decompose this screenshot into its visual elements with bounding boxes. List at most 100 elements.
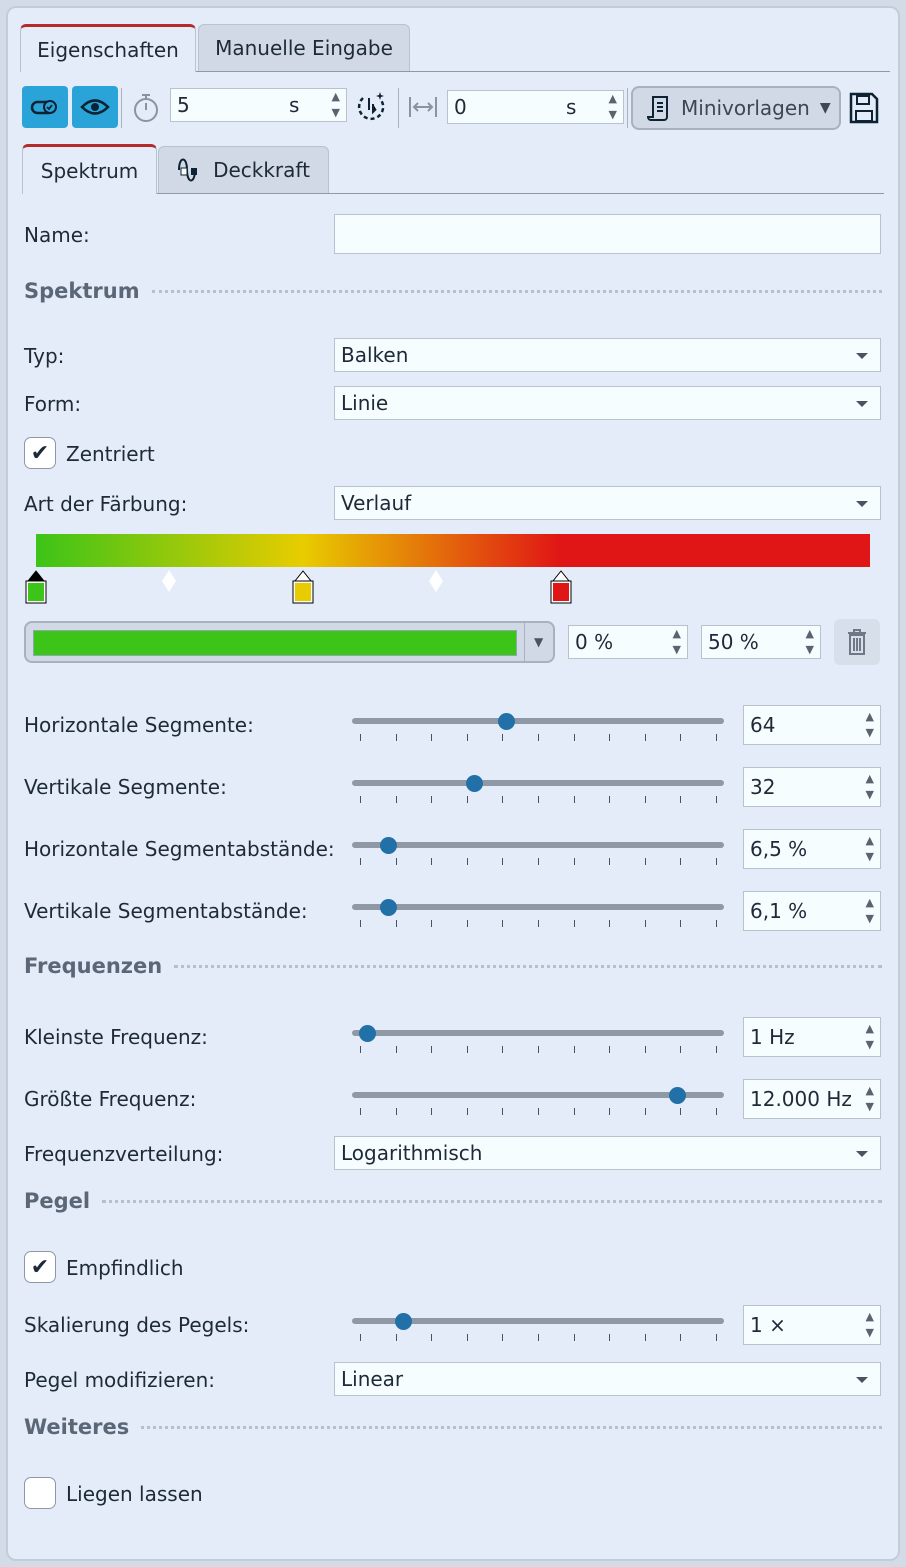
empfindlich-checkbox[interactable]: ✔	[24, 1251, 56, 1283]
stop-blend-input[interactable]: 50 % ▲ ▼	[701, 625, 821, 659]
offset-unit: s	[566, 95, 577, 119]
stopwatch-icon	[134, 94, 158, 122]
toolbar-separator	[627, 88, 628, 128]
slider[interactable]	[352, 829, 724, 869]
minivorlagen-label: Minivorlagen	[681, 96, 810, 120]
selected-color-swatch	[33, 630, 517, 656]
tab-label: Eigenschaften	[37, 37, 179, 62]
slider-value: 1 ×	[750, 1313, 786, 1337]
slider-thumb[interactable]	[359, 1025, 377, 1042]
section-frequenzen: Frequenzen	[24, 954, 882, 978]
stop-blend-value: 50 %	[708, 630, 759, 654]
slider-track[interactable]	[352, 1318, 724, 1324]
duration-unit: s	[289, 93, 300, 117]
slider-value-input[interactable]: 6,5 % ▲ ▼	[743, 829, 881, 869]
slider-thumb[interactable]	[497, 713, 515, 730]
visibility-button[interactable]	[72, 86, 118, 128]
tab-deckkraft[interactable]: Deckkraft	[158, 146, 329, 193]
stop-position-value: 0 %	[575, 630, 614, 654]
zentriert-label: Zentriert	[66, 442, 155, 466]
animation-timing-icon[interactable]	[355, 90, 389, 124]
stop-position-input[interactable]: 0 % ▲ ▼	[568, 625, 688, 659]
frequenzverteilung-label: Frequenzverteilung:	[24, 1142, 224, 1166]
form-label: Form:	[24, 392, 82, 416]
name-input[interactable]	[334, 214, 881, 254]
slider-label: Horizontale Segmente:	[24, 713, 254, 737]
offset-input[interactable]: 0 s ▲ ▼	[447, 90, 624, 124]
gradient-stop-marker[interactable]	[549, 570, 573, 604]
trash-icon	[848, 629, 866, 655]
slider-thumb[interactable]	[380, 837, 398, 854]
gradient-stop-marker[interactable]	[24, 570, 48, 604]
slider-track[interactable]	[352, 718, 724, 724]
slider-thumb[interactable]	[668, 1087, 686, 1104]
save-icon[interactable]	[849, 92, 879, 124]
minivorlagen-button[interactable]: Minivorlagen ▼	[631, 86, 841, 130]
slider-track[interactable]	[352, 1030, 724, 1036]
pegel-mod-select[interactable]: Linear	[334, 1362, 881, 1396]
duration-value: 5	[177, 93, 190, 117]
slider[interactable]	[352, 767, 724, 807]
slider[interactable]	[352, 1305, 724, 1345]
tab-label: Deckkraft	[213, 158, 310, 182]
chevron-down-icon	[856, 401, 868, 407]
duration-input[interactable]: 5 s ▲ ▼	[170, 88, 347, 122]
chevron-down-icon: ▼	[819, 100, 831, 116]
slider-track[interactable]	[352, 904, 724, 910]
link-toggle-button[interactable]	[22, 86, 68, 128]
slider-track[interactable]	[352, 1092, 724, 1098]
tab-spektrum[interactable]: Spektrum	[22, 144, 157, 194]
gradient-midpoint-marker[interactable]	[161, 570, 177, 592]
offset-spinner[interactable]: ▲ ▼	[608, 92, 617, 121]
slider-label: Kleinste Frequenz:	[24, 1025, 208, 1049]
tab-eigenschaften[interactable]: Eigenschaften	[20, 24, 196, 72]
slider[interactable]	[352, 1017, 724, 1057]
duration-spinner[interactable]: ▲ ▼	[331, 90, 340, 119]
slider-value-input[interactable]: 1 × ▲ ▼	[743, 1305, 881, 1345]
slider[interactable]	[352, 705, 724, 745]
gradient-preview[interactable]	[36, 534, 870, 567]
slider-value: 32	[750, 775, 776, 799]
slider-thumb[interactable]	[380, 899, 398, 916]
gradient-stops	[25, 570, 870, 606]
slider-value: 1 Hz	[750, 1025, 795, 1049]
checkmark-icon: ✔	[30, 1254, 50, 1280]
delete-stop-button[interactable]	[834, 619, 880, 665]
faerbung-select[interactable]: Verlauf	[334, 486, 881, 520]
pegel-mod-label: Pegel modifizieren:	[24, 1368, 215, 1392]
slider-label: Größte Frequenz:	[24, 1087, 197, 1111]
slider-value-input[interactable]: 64 ▲ ▼	[743, 705, 881, 745]
chevron-down-icon	[856, 1377, 868, 1383]
slider-track[interactable]	[352, 780, 724, 786]
slider-value-input[interactable]: 1 Hz ▲ ▼	[743, 1017, 881, 1057]
tab-manuelle-eingabe[interactable]: Manuelle Eingabe	[198, 24, 410, 71]
chevron-down-icon	[856, 1151, 868, 1157]
slider-track[interactable]	[352, 842, 724, 848]
slider-value-input[interactable]: 32 ▲ ▼	[743, 767, 881, 807]
gradient-midpoint-marker[interactable]	[428, 570, 444, 592]
faerbung-value: Verlauf	[341, 491, 412, 515]
slider-label: Skalierung des Pegels:	[24, 1313, 250, 1337]
slider-thumb[interactable]	[394, 1313, 412, 1330]
subtab-divider	[22, 193, 884, 194]
liegen-lassen-checkbox[interactable]	[24, 1477, 56, 1509]
typ-select[interactable]: Balken	[334, 338, 881, 372]
slider[interactable]	[352, 1079, 724, 1119]
slider-value-input[interactable]: 12.000 Hz ▲ ▼	[743, 1079, 881, 1119]
section-title: Pegel	[24, 1189, 91, 1213]
width-arrows-icon	[409, 97, 437, 117]
zentriert-checkbox[interactable]: ✔	[24, 437, 56, 469]
slider-value: 12.000 Hz	[750, 1087, 852, 1111]
slider-label: Vertikale Segmente:	[24, 775, 227, 799]
slider-value-input[interactable]: 6,1 % ▲ ▼	[743, 891, 881, 931]
opacity-curve-icon	[178, 158, 198, 182]
slider[interactable]	[352, 891, 724, 931]
frequenzverteilung-select[interactable]: Logarithmisch	[334, 1136, 881, 1170]
color-picker[interactable]: ▼	[24, 621, 555, 663]
form-select[interactable]: Linie	[334, 386, 881, 420]
section-weiteres: Weiteres	[24, 1415, 882, 1439]
slider-thumb[interactable]	[465, 775, 483, 792]
toolbar-separator	[398, 88, 399, 128]
scroll-template-icon	[647, 96, 668, 121]
gradient-stop-marker[interactable]	[291, 570, 315, 604]
